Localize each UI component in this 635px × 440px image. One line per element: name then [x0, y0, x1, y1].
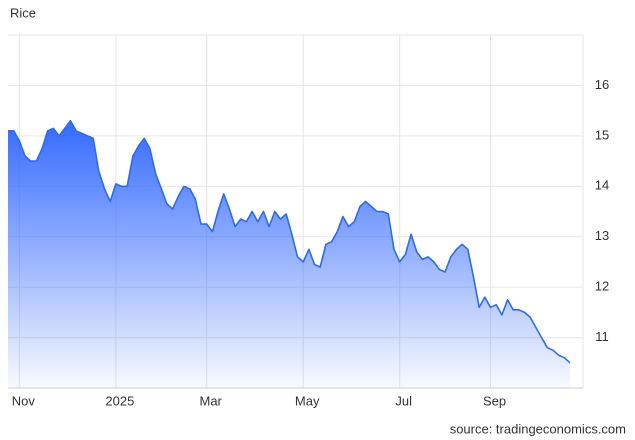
y-tick-label: 14 — [595, 178, 609, 193]
y-tick-label: 12 — [595, 279, 609, 294]
y-tick-label: 11 — [595, 329, 609, 344]
source: source: tradingeconomics.com — [450, 421, 626, 436]
x-tick-label: May — [295, 393, 320, 408]
x-tick-label: Mar — [199, 393, 222, 408]
price-line — [8, 119, 571, 364]
y-tick-label: 13 — [595, 228, 609, 243]
x-tick-label: 2025 — [105, 393, 134, 408]
y-tick-label: 15 — [595, 127, 609, 142]
area-fill — [8, 120, 570, 388]
x-tick-label: Jul — [395, 393, 412, 408]
y-tick-label: 16 — [595, 77, 609, 92]
x-tick-label: Sep — [483, 393, 506, 408]
x-tick-label: Nov — [12, 393, 36, 408]
chart-title: Rice — [10, 5, 36, 20]
